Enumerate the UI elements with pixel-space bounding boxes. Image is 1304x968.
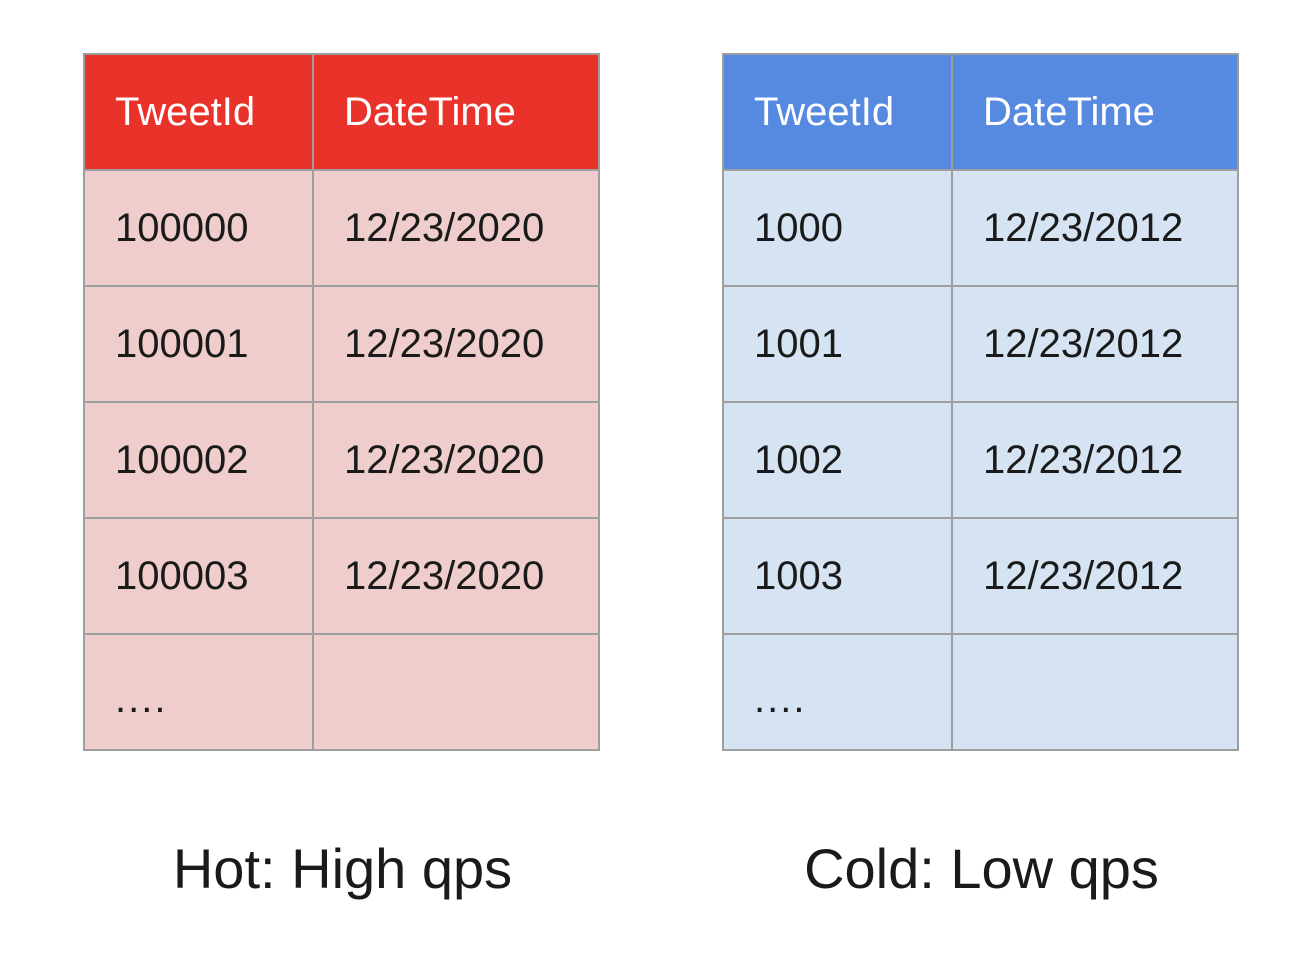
- datetime-cell: 12/23/2020: [312, 401, 600, 519]
- table-row-more: ....: [722, 633, 1239, 751]
- table-row: 1001 12/23/2012: [722, 285, 1239, 403]
- table-row-more: ....: [83, 633, 600, 751]
- datetime-cell: 12/23/2012: [951, 169, 1239, 287]
- table-row: 100003 12/23/2020: [83, 517, 600, 635]
- tweetid-cell: 1002: [722, 401, 953, 519]
- datetime-cell: 12/23/2012: [951, 285, 1239, 403]
- tweetid-cell: 1000: [722, 169, 953, 287]
- empty-cell: [951, 633, 1239, 751]
- tweetid-cell: 100002: [83, 401, 314, 519]
- cold-caption: Cold: Low qps: [804, 837, 1159, 900]
- datetime-cell: 12/23/2020: [312, 517, 600, 635]
- cold-table: TweetId DateTime 1000 12/23/2012 1001 12…: [722, 53, 1239, 751]
- table-row: 1002 12/23/2012: [722, 401, 1239, 519]
- hot-table: TweetId DateTime 100000 12/23/2020 10000…: [83, 53, 600, 751]
- column-header-tweetid: TweetId: [722, 53, 953, 171]
- table-row: 100000 12/23/2020: [83, 169, 600, 287]
- column-header-datetime: DateTime: [312, 53, 600, 171]
- ellipsis-cell: ....: [83, 633, 314, 751]
- table-header-row: TweetId DateTime: [83, 53, 600, 171]
- datetime-cell: 12/23/2020: [312, 285, 600, 403]
- table-row: 1003 12/23/2012: [722, 517, 1239, 635]
- table-row: 100001 12/23/2020: [83, 285, 600, 403]
- empty-cell: [312, 633, 600, 751]
- datetime-cell: 12/23/2012: [951, 401, 1239, 519]
- tweetid-cell: 100003: [83, 517, 314, 635]
- ellipsis-cell: ....: [722, 633, 953, 751]
- column-header-tweetid: TweetId: [83, 53, 314, 171]
- table-header-row: TweetId DateTime: [722, 53, 1239, 171]
- hot-caption: Hot: High qps: [172, 837, 513, 900]
- datetime-cell: 12/23/2020: [312, 169, 600, 287]
- tweetid-cell: 100000: [83, 169, 314, 287]
- tweetid-cell: 1001: [722, 285, 953, 403]
- tweetid-cell: 1003: [722, 517, 953, 635]
- column-header-datetime: DateTime: [951, 53, 1239, 171]
- table-row: 1000 12/23/2012: [722, 169, 1239, 287]
- datetime-cell: 12/23/2012: [951, 517, 1239, 635]
- table-row: 100002 12/23/2020: [83, 401, 600, 519]
- tweetid-cell: 100001: [83, 285, 314, 403]
